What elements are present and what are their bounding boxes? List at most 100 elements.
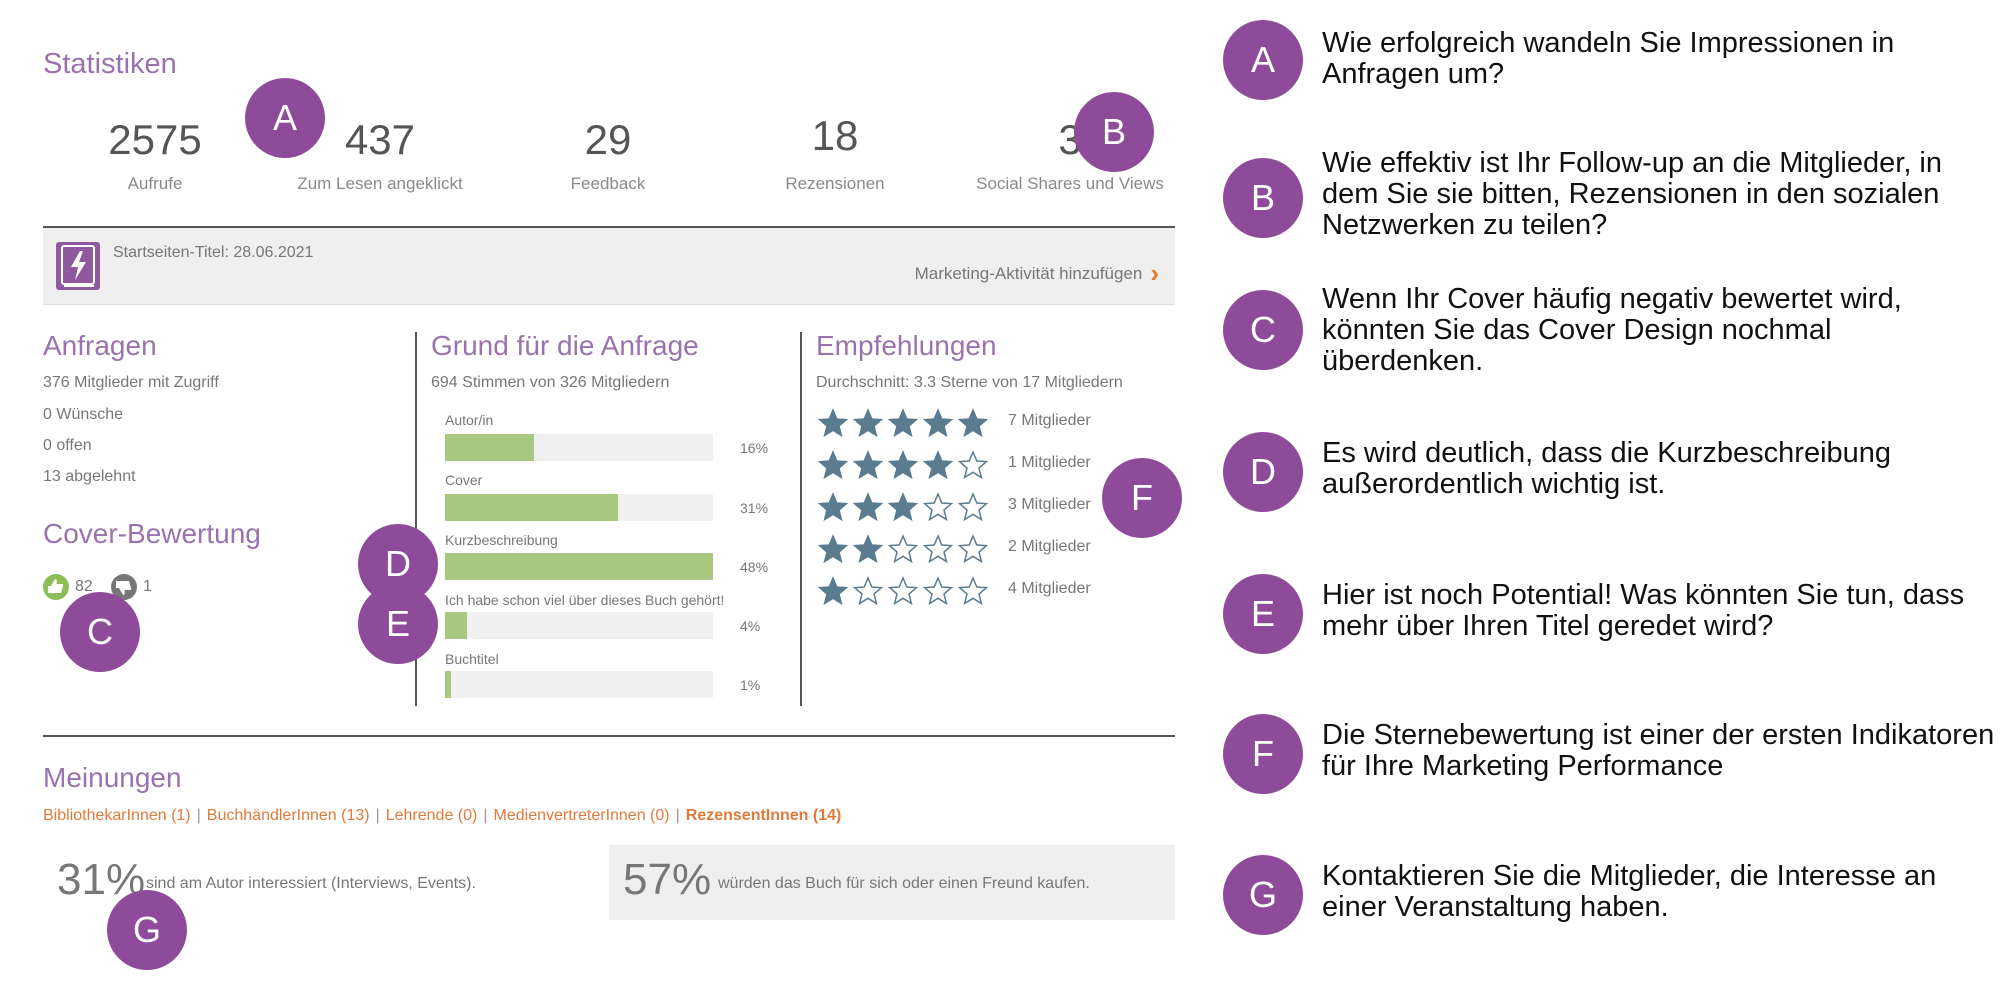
- reason-bar-fill: [445, 671, 451, 698]
- star-rating-count: 4 Mitglieder: [1008, 580, 1091, 597]
- stat-value: 2575: [108, 116, 202, 163]
- star-filled-icon: [818, 450, 848, 480]
- divider: [800, 332, 802, 706]
- buy-intent-text: würden das Buch für sich oder einen Freu…: [718, 875, 1090, 892]
- badge-f: F: [1102, 458, 1182, 538]
- star-empty-icon: [958, 534, 988, 564]
- star-rating-row: [818, 450, 993, 480]
- reason-bar-label: Buchtitel: [445, 651, 499, 667]
- stat-value: 18: [811, 112, 859, 159]
- tab-media[interactable]: MedienvertreterInnen (0): [493, 807, 670, 824]
- likes-count: 82: [75, 578, 93, 595]
- add-marketing-activity-label: Marketing-Aktivität hinzufügen: [914, 264, 1143, 283]
- chevron-right-icon: ›: [1150, 258, 1159, 288]
- reason-bar-pct: 31%: [740, 500, 769, 516]
- star-empty-icon: [958, 492, 988, 522]
- stats-title: Statistiken: [43, 48, 177, 80]
- add-marketing-activity-link[interactable]: Marketing-Aktivität hinzufügen ›: [915, 258, 1159, 289]
- buy-intent-box: 57% würden das Buch für sich oder einen …: [609, 845, 1175, 920]
- tab-teachers[interactable]: Lehrende (0): [385, 807, 478, 824]
- callout-badge-d: D: [1223, 432, 1303, 512]
- stat-label: Social Shares und Views: [976, 174, 1164, 193]
- reason-title: Grund für die Anfrage: [431, 330, 699, 361]
- buy-intent-pct: 57%: [623, 855, 712, 904]
- callout-badge-e: E: [1223, 574, 1303, 654]
- reason-subtitle: 694 Stimmen von 326 Mitgliedern: [431, 374, 670, 391]
- callout-text-a: Wie erfolgreich wandeln Sie Impressionen…: [1322, 27, 1895, 90]
- star-filled-icon: [923, 408, 953, 438]
- star-rating-row: [818, 576, 993, 606]
- star-empty-icon: [853, 576, 883, 606]
- callout-badge-f: F: [1223, 714, 1303, 794]
- stat-label: Zum Lesen angeklickt: [297, 174, 463, 193]
- dashboard-panel: Statistiken 2575 Aufrufe 437 Zum Lesen a…: [43, 48, 1182, 970]
- star-rating-row: [818, 492, 993, 522]
- callout-badge-a: A: [1223, 20, 1303, 100]
- star-empty-icon: [888, 534, 918, 564]
- tab-separator: |: [196, 807, 201, 824]
- tab-booksellers[interactable]: BuchhändlerInnen (13): [206, 807, 370, 824]
- stat-views: 2575 Aufrufe: [105, 118, 205, 194]
- badge-a: A: [245, 78, 325, 158]
- callout-text-c: Wenn Ihr Cover häufig negativ bewertet w…: [1322, 283, 1902, 377]
- thumbs-up-icon[interactable]: [43, 574, 69, 600]
- star-filled-icon: [818, 576, 848, 606]
- recommendations-subtitle: Durchschnitt: 3.3 Sterne von 17 Mitglied…: [816, 374, 1123, 391]
- star-rating-count: 3 Mitglieder: [1008, 496, 1091, 513]
- callout-text-d: Es wird deutlich, dass die Kurzbeschreib…: [1322, 437, 1892, 500]
- tab-librarians[interactable]: BibliothekarInnen (1): [43, 807, 191, 824]
- stat-clicked: 437 Zum Lesen angeklickt: [280, 118, 480, 194]
- star-filled-icon: [888, 408, 918, 438]
- callout-badge-g: G: [1223, 855, 1303, 935]
- reason-bar-track: [445, 671, 713, 698]
- reason-bar-fill: [445, 612, 468, 639]
- reason-bar-pct: 16%: [740, 440, 769, 456]
- reason-bar-label: Kurzbeschreibung: [445, 532, 558, 548]
- tab-separator: |: [483, 807, 488, 824]
- reason-bar-track: [445, 612, 713, 639]
- reason-bar-label: Autor/in: [445, 412, 494, 428]
- star-rating-count: 2 Mitglieder: [1008, 538, 1091, 555]
- tab-reviewers[interactable]: RezensentInnen (14): [685, 807, 842, 824]
- star-filled-icon: [853, 534, 883, 564]
- star-rating-count: 1 Mitglieder: [1008, 454, 1091, 471]
- stat-value: 29: [584, 116, 632, 163]
- anfragen-line: 0 offen: [43, 437, 92, 454]
- star-filled-icon: [888, 450, 918, 480]
- star-filled-icon: [958, 408, 988, 438]
- star-filled-icon: [818, 492, 848, 522]
- badge-c: C: [60, 592, 140, 672]
- star-empty-icon: [958, 576, 988, 606]
- title-date: Startseiten-Titel: 28.06.2021: [113, 244, 314, 261]
- cover-rating-title: Cover-Bewertung: [43, 518, 261, 549]
- opinion-tabs: BibliothekarInnen (1) | BuchhändlerInnen (…: [43, 807, 841, 825]
- reason-bar-label: Ich habe schon viel über dieses Buch geh…: [445, 592, 725, 608]
- star-filled-icon: [923, 450, 953, 480]
- callout-text-f: Die Sternebewertung ist einer der ersten…: [1322, 719, 1995, 782]
- reason-bar-pct: 4%: [740, 618, 761, 634]
- title-bar: Startseiten-Titel: 28.06.2021 Marketing-…: [43, 226, 1175, 305]
- badge-g: G: [107, 890, 187, 970]
- author-interest-text: sind am Autor interessiert (Interviews, …: [146, 875, 476, 892]
- star-empty-icon: [958, 450, 988, 480]
- star-empty-icon: [923, 492, 953, 522]
- reason-bar-fill: [445, 553, 713, 580]
- reason-bar-track: [445, 553, 713, 580]
- stat-label: Rezensionen: [785, 174, 885, 193]
- stat-label: Aufrufe: [127, 174, 183, 193]
- star-filled-icon: [853, 492, 883, 522]
- stat-label: Feedback: [570, 174, 646, 193]
- badge-e: E: [358, 584, 438, 664]
- star-rating-row: [818, 408, 993, 438]
- badge-b: B: [1074, 92, 1154, 172]
- stat-feedback: 29 Feedback: [558, 118, 658, 194]
- author-interest-box: 31% sind am Autor interessiert (Intervie…: [43, 845, 583, 920]
- star-rating-count: 7 Mitglieder: [1008, 412, 1091, 429]
- tab-separator: |: [375, 807, 380, 824]
- reason-bar-label: Cover: [445, 472, 483, 488]
- tab-separator: |: [675, 807, 680, 824]
- divider: [415, 332, 417, 706]
- reason-bar-fill: [445, 434, 535, 461]
- callout-badge-c: C: [1223, 290, 1303, 370]
- stat-value: 437: [344, 116, 416, 163]
